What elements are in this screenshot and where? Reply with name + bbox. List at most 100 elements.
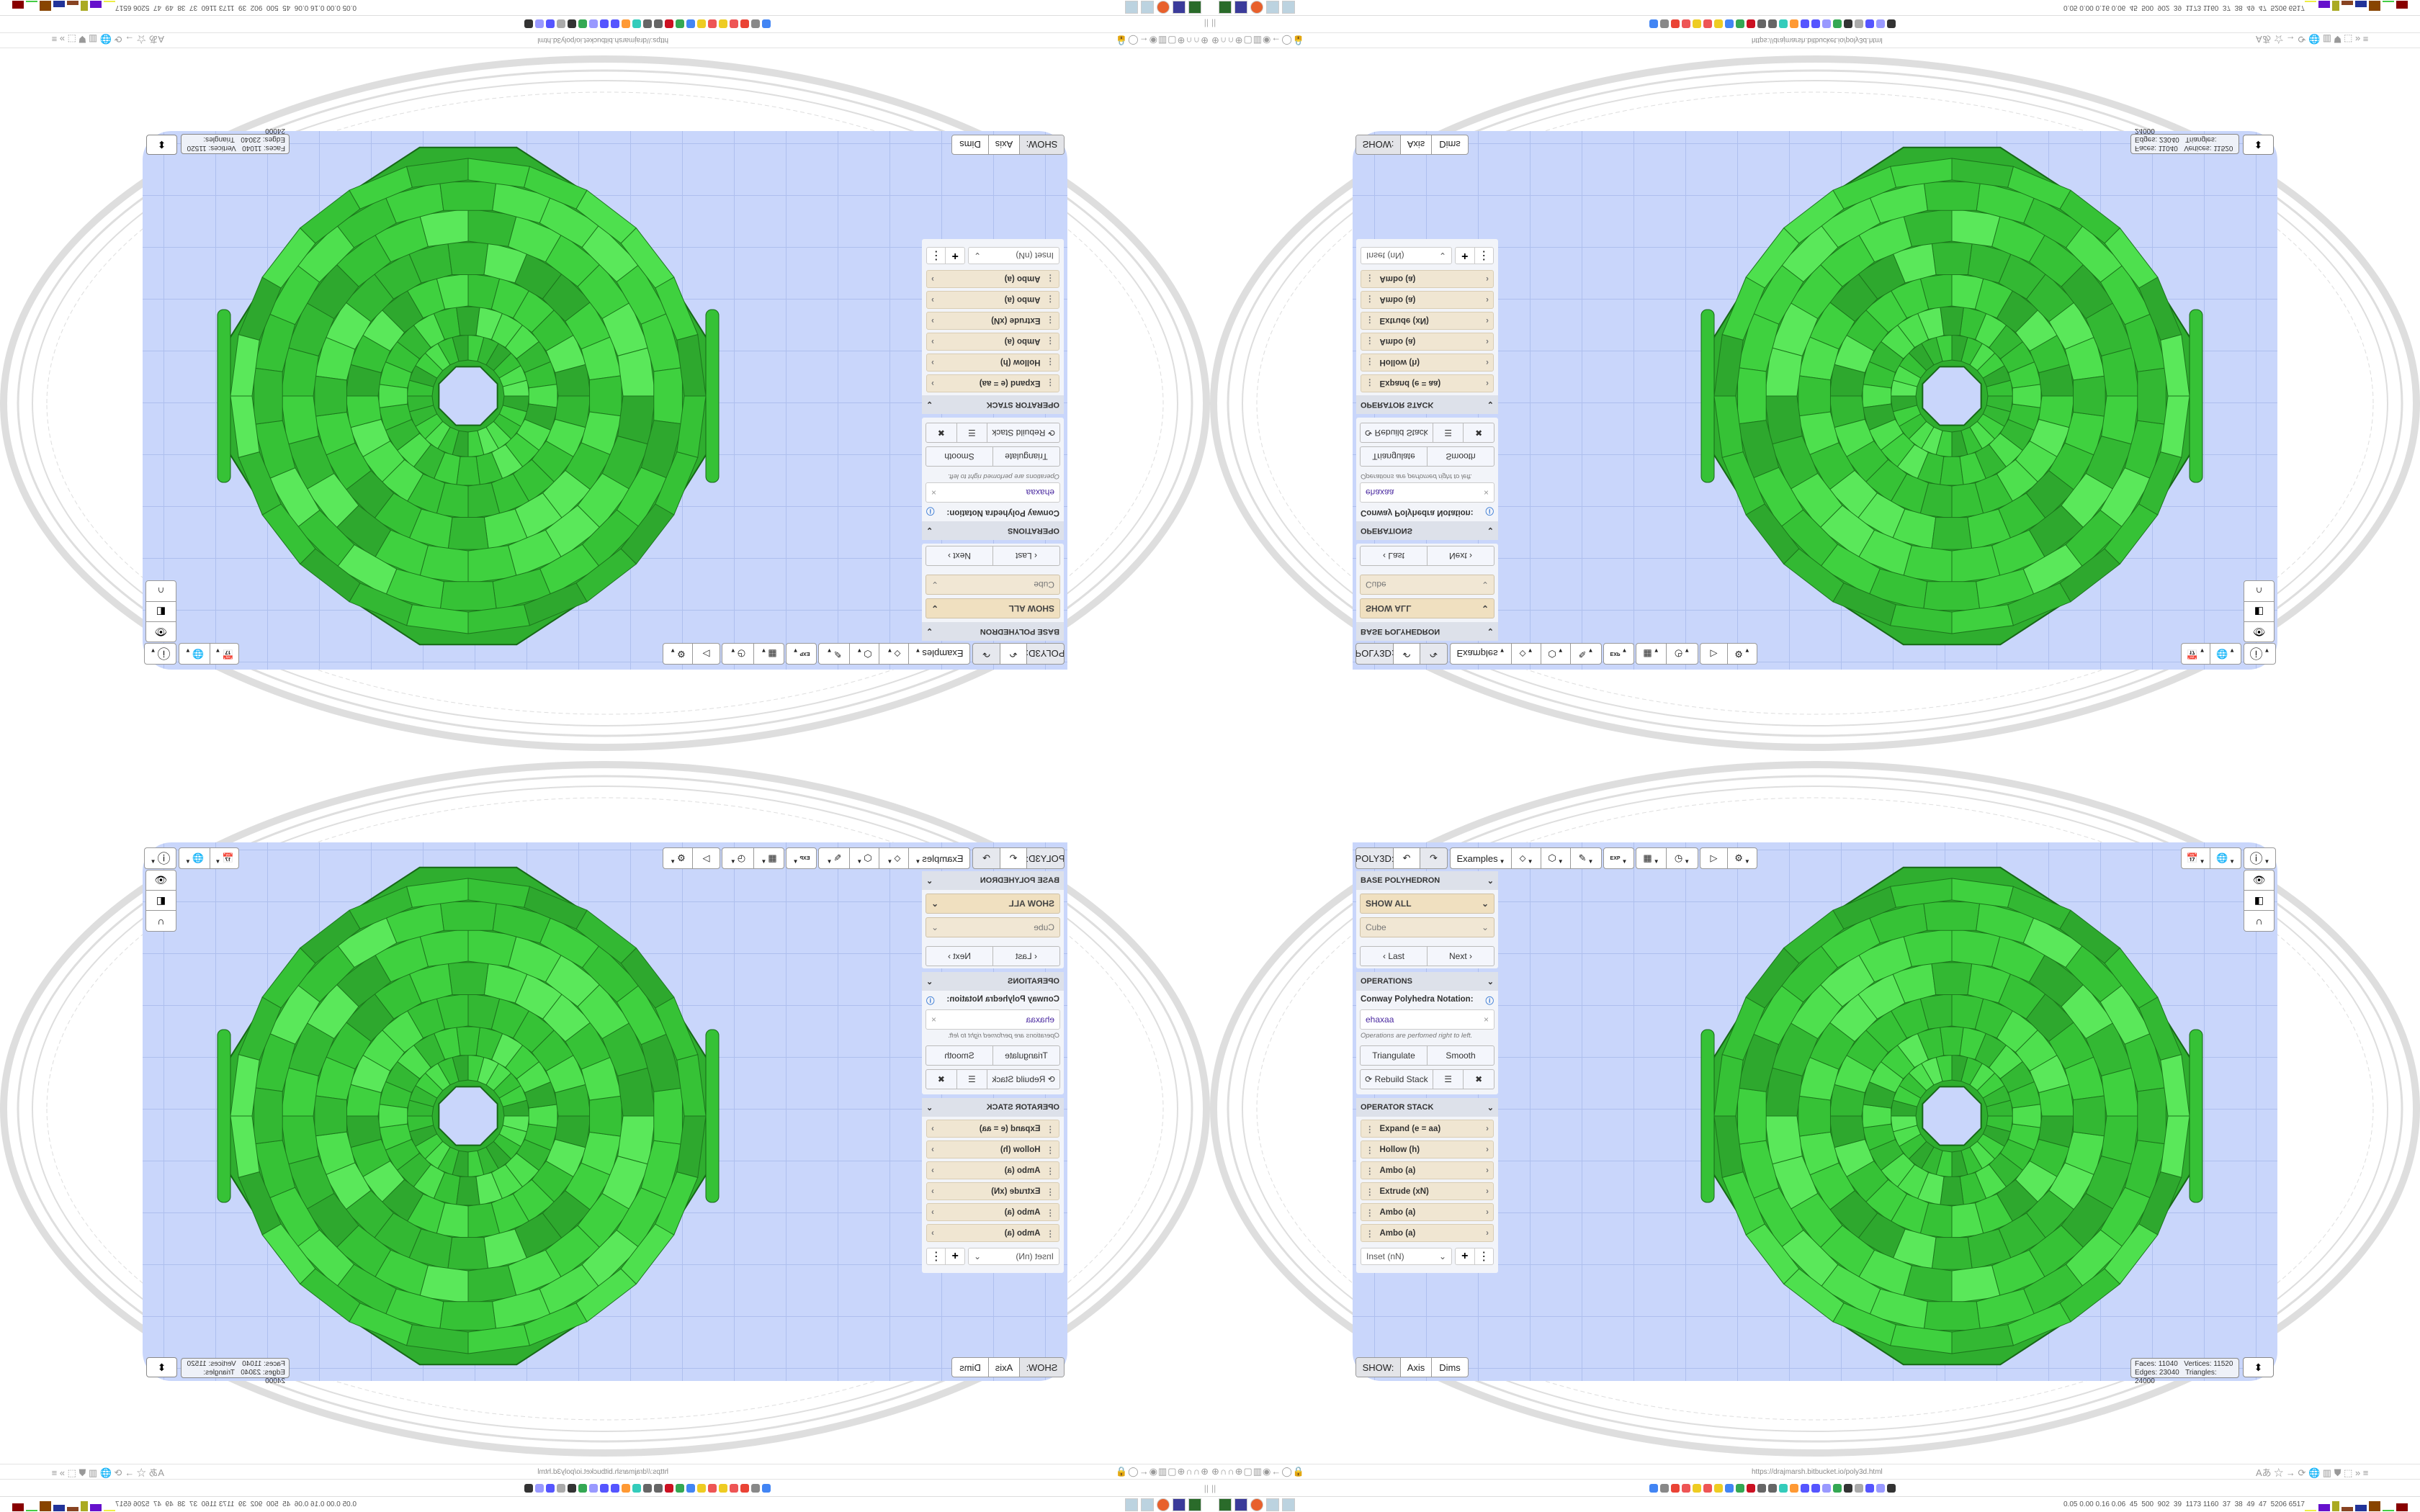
next-button[interactable]: Next ›: [1448, 551, 1473, 561]
bookmark-icon[interactable]: [632, 19, 641, 28]
clear-icon[interactable]: ×: [1483, 487, 1489, 498]
export-icon[interactable]: EXP ▼: [1610, 855, 1628, 865]
eye-icon[interactable]: 👁: [2244, 870, 2274, 891]
bookmark-icon[interactable]: [654, 1484, 663, 1493]
bookmark-icon[interactable]: [730, 19, 738, 28]
bookmark-icon[interactable]: [1703, 1484, 1712, 1493]
eye-icon[interactable]: 👁: [146, 621, 176, 642]
close-icon[interactable]: ✖: [937, 428, 945, 438]
bookmark-icon[interactable]: [546, 19, 555, 28]
paint-bucket-icon[interactable]: ⬦ ▼: [879, 848, 908, 868]
bookmark-icon[interactable]: [632, 1484, 641, 1493]
browser-action-icons[interactable]: Aあ ☆ → ⟳ 🌐 ▥ ⛊ ⬚ » ≡: [2256, 1467, 2369, 1478]
bookmark-icon[interactable]: [524, 19, 533, 28]
info-icon[interactable]: ⓘ ▼: [150, 852, 171, 866]
settings-icon[interactable]: ⚙ ▼: [1734, 852, 1750, 865]
bookmark-icon[interactable]: [697, 19, 706, 28]
info-icon[interactable]: ⓘ ▼: [2249, 646, 2270, 660]
bookmark-icon[interactable]: [1768, 1484, 1777, 1493]
bookmark-icon[interactable]: [708, 1484, 717, 1493]
axis-toggle[interactable]: Axis: [988, 135, 1019, 154]
axis-toggle[interactable]: Axis: [1401, 1358, 1432, 1377]
bookmark-icons[interactable]: [524, 19, 771, 28]
polyhedron-model[interactable]: [1662, 131, 2253, 670]
play-icon[interactable]: ▷: [692, 644, 720, 664]
operator-item[interactable]: ⋮ Extrude (xN) ›: [1361, 312, 1494, 330]
bookmark-icon[interactable]: [1693, 19, 1701, 28]
undo-icon[interactable]: ↶: [1394, 848, 1421, 868]
bookmark-icon[interactable]: [708, 19, 717, 28]
next-button[interactable]: Next ›: [947, 951, 972, 961]
nav-icons[interactable]: ⊕∩∩⊕▢▥◉←◯🔒: [1211, 35, 1306, 46]
operator-item[interactable]: ⋮ Ambo (a) ›: [926, 1161, 1059, 1179]
bookmark-icon[interactable]: [676, 1484, 684, 1493]
bookmark-icon[interactable]: [1747, 1484, 1755, 1493]
bookmark-icon[interactable]: [643, 19, 652, 28]
toggle-icon[interactable]: ◧: [2244, 601, 2274, 621]
magnet-icon[interactable]: ∩: [157, 915, 165, 927]
list-icon[interactable]: ☰: [1433, 423, 1464, 442]
operator-stack-header[interactable]: OPERATOR STACK ⌄: [922, 1098, 1064, 1117]
bookmark-icon[interactable]: [622, 1484, 630, 1493]
info-icon[interactable]: ⓘ: [926, 506, 935, 515]
add-operator-button[interactable]: +: [1456, 248, 1475, 264]
polyhedron-select[interactable]: Cube ⌄: [926, 917, 1060, 937]
url-field[interactable]: https://drajmarsh.bitbucket.io/poly3d.ht…: [537, 1467, 668, 1476]
operator-item[interactable]: ⋮ Hollow (h) ›: [926, 354, 1059, 372]
export-icon[interactable]: EXP ▼: [792, 855, 810, 865]
bookmark-icon[interactable]: [1682, 1484, 1690, 1493]
rebuild-stack-button[interactable]: ⟳ Rebuild Stack: [987, 1070, 1059, 1089]
bookmark-icon[interactable]: [1757, 19, 1766, 28]
bookmark-icon[interactable]: [1714, 1484, 1723, 1493]
operator-item[interactable]: ⋮ Ambo (a) ›: [1361, 291, 1494, 309]
operator-item[interactable]: ⋮ Ambo (a) ›: [1361, 333, 1494, 351]
taskbar-apps[interactable]: [1219, 1498, 1295, 1511]
bookmark-icon[interactable]: [1671, 19, 1680, 28]
bookmark-icon[interactable]: [546, 1484, 555, 1493]
filter-select[interactable]: SHOW ALL ⌄: [1360, 894, 1494, 914]
info-icon[interactable]: ⓘ ▼: [2249, 852, 2270, 866]
eye-icon[interactable]: 👁: [146, 870, 176, 891]
bookmark-icon[interactable]: [1649, 1484, 1658, 1493]
edit-icon[interactable]: ✎ ▼: [1578, 852, 1594, 865]
operator-stack-header[interactable]: OPERATOR STACK ⌄: [922, 395, 1064, 414]
taskbar-apps[interactable]: [1219, 1, 1295, 14]
last-button[interactable]: ‹ Last: [992, 947, 1059, 966]
bookmark-icon[interactable]: [1865, 1484, 1874, 1493]
magnet-icon[interactable]: ∩: [157, 585, 165, 597]
info-icon[interactable]: ⓘ: [926, 997, 935, 1006]
operator-item[interactable]: ⋮ Ambo (a) ›: [926, 1203, 1059, 1221]
operator-item[interactable]: ⋮ Ambo (a) ›: [1361, 1224, 1494, 1242]
fit-view-icon[interactable]: ⬍: [2243, 1357, 2274, 1377]
bookmark-icon[interactable]: [600, 1484, 609, 1493]
bookmark-icon[interactable]: [1811, 1484, 1820, 1493]
polyhedron-select[interactable]: Cube ⌄: [926, 575, 1060, 595]
clock-icon[interactable]: ◷ ▼: [730, 647, 746, 660]
edit-icon[interactable]: ✎ ▼: [826, 852, 842, 865]
rebuild-stack-button[interactable]: ⟳ Rebuild Stack: [987, 423, 1059, 442]
bookmark-icon[interactable]: [535, 1484, 544, 1493]
grid-calendar-icon[interactable]: ▦ ▼: [1636, 848, 1667, 868]
grid-calendar-icon[interactable]: ▦ ▼: [753, 644, 784, 664]
bookmark-icon[interactable]: [1876, 1484, 1885, 1493]
bookmark-icon[interactable]: [622, 19, 630, 28]
add-operator-button[interactable]: +: [1456, 1248, 1475, 1264]
triangulate-button[interactable]: Triangulate: [992, 1046, 1059, 1065]
last-button[interactable]: ‹ Last: [1361, 947, 1428, 966]
base-polyhedron-header[interactable]: BASE POLYHEDRON ⌄: [1356, 622, 1498, 641]
examples-button[interactable]: Examples ▼: [1451, 848, 1512, 868]
calendar-clock-icon[interactable]: 📅 ▼: [210, 644, 238, 664]
info-icon[interactable]: ⓘ: [1485, 506, 1494, 515]
dims-toggle[interactable]: Dims: [959, 1362, 981, 1373]
3d-viewport[interactable]: [143, 842, 1067, 1381]
smooth-button[interactable]: Smooth: [1446, 1050, 1476, 1061]
bookmark-icon[interactable]: [1844, 19, 1852, 28]
triangulate-button[interactable]: Triangulate: [992, 447, 1059, 466]
operator-stack-header[interactable]: OPERATOR STACK ⌄: [1356, 1098, 1498, 1117]
operator-item[interactable]: ⋮ Expand (e = aa) ›: [1361, 1120, 1494, 1138]
bookmark-icon[interactable]: [568, 19, 576, 28]
bookmark-icon[interactable]: [686, 19, 695, 28]
bookmark-icon[interactable]: [1779, 1484, 1788, 1493]
last-button[interactable]: ‹ Last: [1361, 546, 1428, 565]
triangulate-button[interactable]: Triangulate: [1361, 447, 1428, 466]
